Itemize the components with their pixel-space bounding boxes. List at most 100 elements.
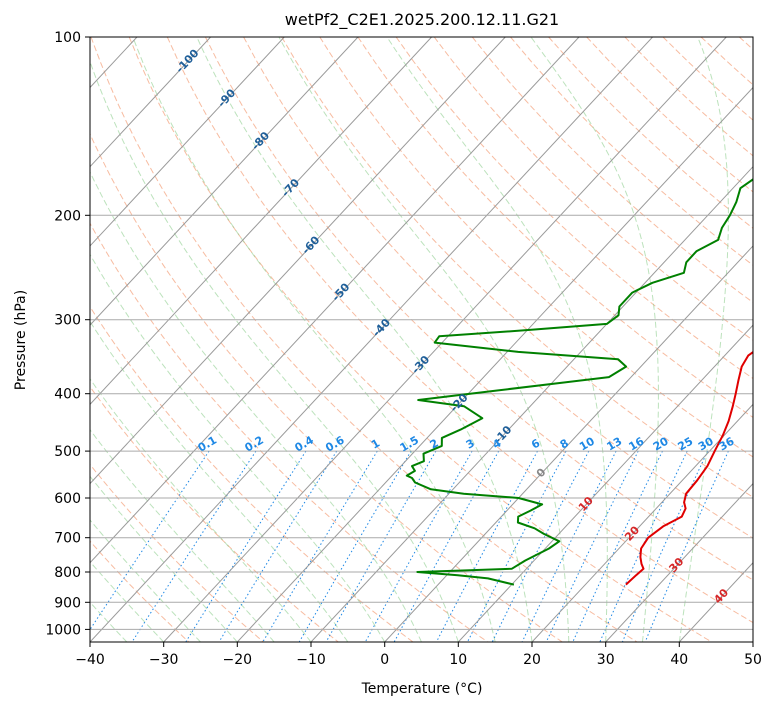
- dewpoint-profile-line: [405, 178, 753, 586]
- mixing-ratio-line: [435, 450, 538, 642]
- isotherm: [90, 37, 432, 406]
- dry-adiabat: [128, 37, 712, 642]
- y-tick-label: 600: [54, 491, 81, 507]
- mixing-ratio-line: [545, 450, 639, 642]
- x-tick-label: 40: [670, 652, 688, 668]
- mixing-ratio-line: [185, 450, 307, 642]
- dry-adiabat: [204, 37, 753, 581]
- moist-adiabat: [196, 37, 533, 642]
- y-tick-label: 900: [54, 595, 81, 611]
- dry-adiabat: [90, 305, 414, 642]
- y-tick-label: 1000: [45, 622, 81, 638]
- moist-adiabat: [90, 320, 349, 642]
- moist-adiabat: [530, 37, 659, 642]
- dry-adiabat: [471, 37, 753, 304]
- mixing-ratio-line: [325, 450, 437, 642]
- y-axis-ticks: 100 200 300 400 500 600 700 800 900 1000: [45, 30, 90, 638]
- moist-adiabats: [90, 37, 729, 642]
- dry-adiabats: [90, 37, 753, 642]
- dry-adiabat: [395, 37, 753, 380]
- dry-adiabat: [624, 37, 753, 157]
- x-tick-label: 10: [449, 652, 467, 668]
- mixing-ratio-line: [521, 450, 617, 642]
- plot-area: -100-90-80-70-60-50-40-30-20-10010203040…: [0, 37, 753, 642]
- isotherms: [0, 37, 753, 642]
- dry-adiabat: [281, 37, 753, 498]
- mixing-ratio-line: [262, 450, 378, 642]
- dry-adiabat: [662, 37, 753, 121]
- moist-adiabat: [90, 475, 238, 642]
- moist-adiabat: [90, 377, 312, 642]
- moist-adiabat: [90, 170, 422, 642]
- moist-adiabat: [90, 428, 275, 642]
- isotherm: [90, 37, 359, 326]
- dry-adiabat: [738, 37, 753, 51]
- x-tick-label: 30: [597, 652, 615, 668]
- dry-adiabat: [357, 37, 753, 418]
- isotherm: [236, 86, 753, 642]
- mixing-ratio-label: 3: [464, 437, 477, 452]
- isotherm: [0, 37, 63, 642]
- mixing-ratio-line: [599, 450, 688, 642]
- moist-adiabat: [278, 37, 570, 642]
- dry-adiabat: [319, 37, 753, 458]
- y-axis-label: Pressure (hPa): [13, 290, 29, 390]
- moist-adiabat: [90, 519, 201, 642]
- isotherm: [90, 37, 506, 485]
- mixing-ratio-line: [298, 450, 412, 642]
- dry-adiabat: [700, 37, 753, 86]
- x-tick-label: −10: [296, 652, 326, 668]
- dry-adiabat: [90, 385, 339, 642]
- x-tick-label: 0: [380, 652, 389, 668]
- x-tick-label: 50: [744, 652, 762, 668]
- x-tick-label: −30: [149, 652, 179, 668]
- dry-adiabat: [166, 37, 753, 624]
- mixing-ratio-line: [131, 450, 257, 642]
- chart-title: wetPf2_C2E1.2025.200.12.11.G21: [285, 10, 559, 30]
- x-tick-label: 20: [523, 652, 541, 668]
- isotherm: [90, 37, 580, 564]
- isotherm: [90, 37, 653, 642]
- isotherm: [90, 37, 285, 247]
- isotherm: [678, 562, 753, 642]
- dry-adiabat: [510, 37, 753, 266]
- isotherm: [163, 37, 727, 642]
- x-axis-ticks: −40 −30 −20 −10 0 10 20 30 40 50: [75, 642, 762, 668]
- moist-adiabat: [90, 253, 386, 642]
- y-tick-label: 500: [54, 444, 81, 460]
- mixing-ratio-line: [491, 450, 590, 642]
- y-tick-label: 100: [54, 30, 81, 46]
- pressure-gridlines: [90, 37, 753, 630]
- x-tick-label: −20: [223, 652, 253, 668]
- isotherm: [310, 165, 753, 642]
- plot-frame: [89, 36, 754, 643]
- moist-adiabat: [90, 560, 165, 642]
- dry-adiabat: [90, 463, 264, 642]
- mixing-ratio-line: [218, 450, 338, 642]
- isotherm: [531, 403, 753, 642]
- mixing-ratio-line: [467, 450, 567, 642]
- dry-adiabat: [90, 540, 190, 642]
- y-tick-label: 800: [54, 565, 81, 581]
- y-tick-label: 300: [54, 313, 81, 329]
- y-tick-label: 400: [54, 387, 81, 403]
- isotherm: [457, 324, 753, 642]
- x-tick-label: −40: [75, 652, 105, 668]
- isotherm: [605, 482, 753, 642]
- dry-adiabat: [548, 37, 753, 229]
- dry-adiabat: [586, 37, 753, 193]
- isotherm: [752, 641, 753, 642]
- temperature-profile-line: [625, 350, 753, 586]
- x-axis-label: Temperature (°C): [361, 681, 483, 697]
- mixing-ratio-line: [644, 450, 729, 642]
- dry-adiabat: [90, 37, 638, 642]
- y-tick-label: 700: [54, 531, 81, 547]
- moist-adiabat: [678, 37, 729, 642]
- mixing-ratio-line: [572, 450, 663, 642]
- dry-adiabat: [90, 132, 563, 642]
- dry-adiabat: [433, 37, 753, 341]
- mixing-ratio-label: 2: [428, 437, 441, 452]
- isotherm: [90, 37, 211, 168]
